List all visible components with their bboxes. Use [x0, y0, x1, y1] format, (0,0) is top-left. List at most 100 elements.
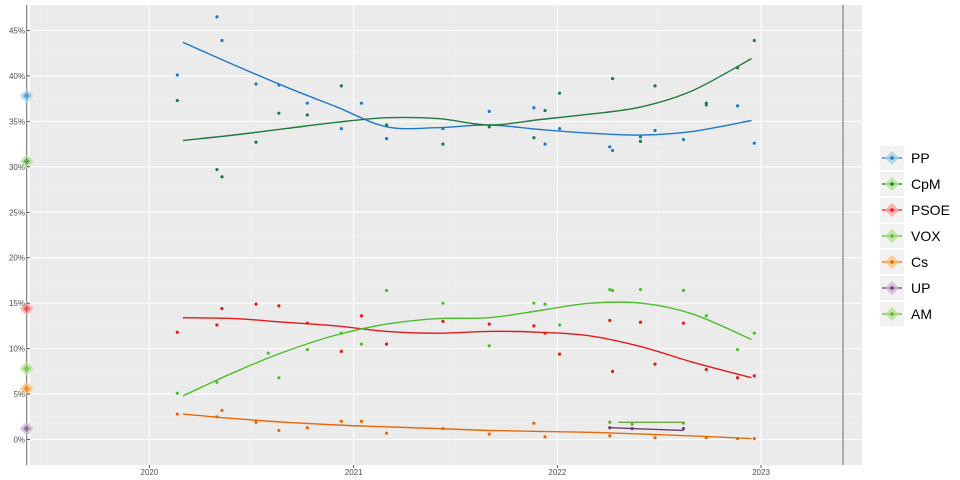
- poll-point-cpm: [752, 38, 756, 43]
- poll-point-cpm: [532, 136, 536, 140]
- poll-point-pp: [532, 106, 536, 110]
- poll-point-cpm: [277, 111, 281, 115]
- poll-point-vox: [638, 287, 643, 292]
- poll-point-cs: [735, 437, 740, 441]
- trend-line-pp: [182, 41, 752, 136]
- legend-label-up: UP: [911, 280, 930, 296]
- trend-line-psoe: [182, 317, 752, 379]
- legend-label-psoe: PSOE: [911, 202, 950, 218]
- poll-point-psoe: [543, 331, 547, 335]
- poll-point-vox: [610, 288, 615, 293]
- legend-key-point-vox: [890, 234, 894, 238]
- poll-point-vox: [359, 342, 364, 346]
- poll-point-pp: [653, 128, 657, 133]
- poll-point-cs: [220, 408, 224, 413]
- poll-point-vox: [266, 351, 270, 355]
- poll-point-cpm: [638, 139, 643, 143]
- poll-point-pp: [638, 135, 643, 139]
- poll-point-vox: [215, 380, 219, 384]
- poll-point-cpm: [653, 84, 657, 88]
- poll-point-vox: [487, 344, 491, 348]
- poll-point-am: [681, 421, 686, 425]
- poll-point-vox: [681, 288, 686, 293]
- result-diamond-core-vox: [23, 365, 31, 373]
- poll-point-pp: [339, 127, 343, 131]
- poll-point-cs: [384, 431, 389, 435]
- poll-point-up: [681, 427, 686, 431]
- poll-point-cs: [752, 437, 756, 441]
- poll-point-psoe: [638, 320, 643, 324]
- poll-point-cpm: [543, 108, 547, 113]
- poll-point-cpm: [487, 125, 491, 129]
- legend-key-point-cs: [890, 260, 894, 264]
- poll-point-vox: [543, 302, 547, 306]
- poll-point-vox: [704, 314, 708, 318]
- poll-point-cpm: [557, 91, 562, 95]
- poll-point-pp: [359, 101, 364, 105]
- poll-point-cs: [653, 436, 657, 440]
- poll-point-cpm: [339, 84, 343, 88]
- poll-point-cpm: [215, 167, 219, 172]
- poll-point-cs: [359, 419, 364, 423]
- poll-point-psoe: [254, 302, 258, 306]
- result-diamond-core-psoe: [23, 305, 31, 313]
- poll-point-cs: [441, 427, 445, 431]
- poll-point-psoe: [220, 307, 224, 311]
- legend-key-point-up: [890, 286, 894, 290]
- poll-point-vox: [339, 331, 343, 335]
- trend-lines: [182, 41, 752, 440]
- poll-point-vox: [735, 347, 740, 352]
- poll-point-psoe: [175, 330, 179, 334]
- poll-point-cpm: [220, 175, 224, 179]
- poll-point-psoe: [277, 304, 281, 308]
- poll-point-psoe: [532, 324, 536, 328]
- poll-point-pp: [220, 38, 224, 43]
- poll-point-vox: [557, 323, 562, 327]
- poll-point-cpm: [254, 140, 258, 144]
- poll-point-pp: [752, 141, 756, 145]
- poll-point-cs: [704, 436, 708, 440]
- poll-point-pp: [608, 145, 612, 149]
- x-axis: 2020 2021 2022 2023: [141, 465, 770, 477]
- legend-label-cs: Cs: [911, 254, 928, 270]
- poll-point-psoe: [681, 321, 686, 325]
- poll-point-psoe: [487, 322, 491, 326]
- x-tick-label: 2023: [752, 468, 770, 477]
- result-diamond-core-pp: [23, 92, 31, 100]
- poll-point-cs: [608, 434, 612, 438]
- poll-point-pp: [384, 137, 389, 141]
- poll-point-psoe: [752, 374, 756, 378]
- poll-point-psoe: [384, 342, 389, 346]
- legend-key-point-pp: [890, 156, 894, 160]
- poll-point-psoe: [305, 321, 309, 325]
- x-tick-label: 2020: [141, 468, 159, 477]
- poll-point-pp: [557, 127, 562, 131]
- legend: PP CpM PSOE VOX Cs UP AM: [880, 146, 950, 326]
- poll-point-pp: [254, 82, 258, 86]
- poll-point-am: [630, 422, 634, 426]
- poll-point-psoe: [359, 314, 364, 318]
- poll-point-vox: [175, 391, 179, 395]
- poll-point-pp: [175, 73, 179, 77]
- poll-point-pp: [305, 101, 309, 105]
- poll-point-pp: [735, 104, 740, 108]
- poll-point-cs: [532, 421, 536, 425]
- poll-point-psoe: [610, 369, 615, 373]
- x-tick-label: 2021: [345, 468, 363, 477]
- poll-point-cpm: [384, 123, 389, 127]
- y-tick-label: 20%: [9, 254, 25, 263]
- poll-point-pp: [543, 142, 547, 146]
- poll-point-up: [630, 427, 634, 431]
- y-tick-label: 15%: [9, 299, 25, 308]
- poll-point-up: [608, 426, 612, 430]
- trend-line-cs: [182, 413, 752, 440]
- y-tick-label: 40%: [9, 72, 25, 81]
- trend-line-up: [609, 427, 684, 432]
- poll-point-vox: [384, 288, 389, 293]
- poll-point-psoe: [557, 352, 562, 356]
- poll-point-psoe: [215, 323, 219, 327]
- trend-line-cpm: [182, 57, 752, 142]
- poll-point-am: [608, 420, 612, 424]
- poll-point-psoe: [653, 362, 657, 366]
- grid-lines: [30, 5, 862, 465]
